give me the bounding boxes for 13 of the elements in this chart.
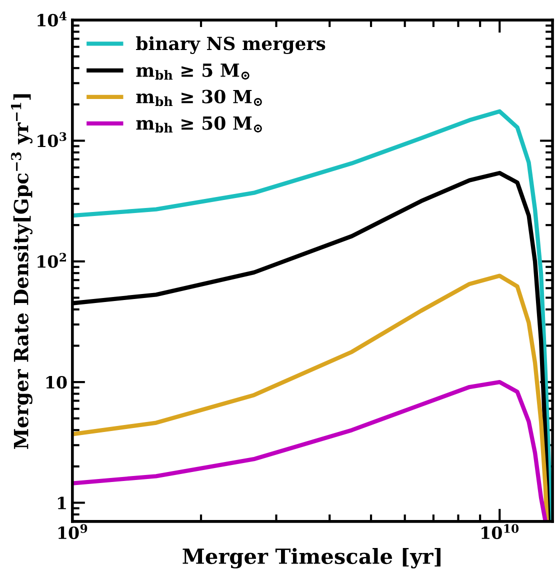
y-tick-label: 10$^{3}$ (38, 132, 66, 148)
x-axis-title: Merger Timescale [yr] (182, 548, 440, 568)
y-tick-label: 10$^{2}$ (38, 252, 66, 268)
x-tick-label: 10$^{10}$ (482, 524, 519, 540)
y-tick-label: 10 (46, 376, 67, 389)
legend-label: m$_{bh}$ ≥ 5 M$_{⊙}$ (136, 64, 250, 80)
y-tick-label: 1 (58, 496, 66, 510)
x-tick-label: 10$^{9}$ (58, 524, 88, 540)
legend-label: m$_{bh}$ ≥ 30 M$_{⊙}$ (136, 90, 262, 106)
y-tick-label: 10$^{4}$ (38, 12, 67, 27)
legend-label: binary NS mergers (136, 36, 326, 54)
y-axis-title: Merger Rate Density[Gpc$^{−3}$ yr$^{−1}$] (10, 94, 32, 449)
legend-label: m$_{bh}$ ≥ 50 M$_{⊙}$ (136, 116, 262, 133)
